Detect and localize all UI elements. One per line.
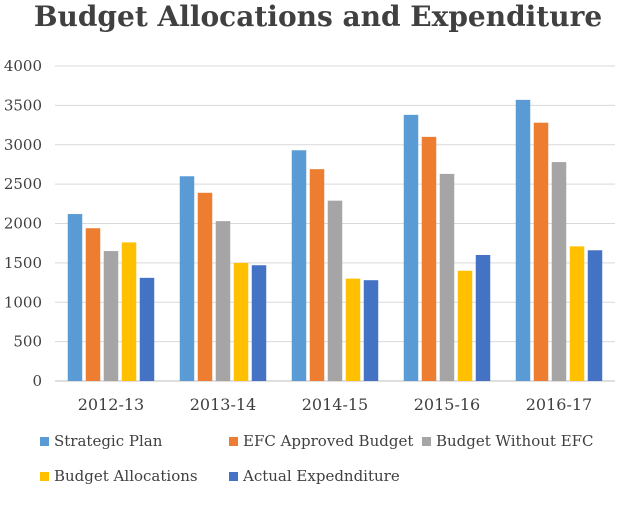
- bar: [439, 173, 455, 381]
- bar: [363, 280, 379, 381]
- bar: [215, 221, 231, 381]
- bar: [475, 255, 491, 381]
- bar: [457, 270, 473, 381]
- y-axis-ticks: 0 500 1000 1500 2000 2500 3000 3500 4000: [4, 57, 42, 390]
- legend-label: EFC Approved Budget: [243, 432, 413, 450]
- legend-swatch: [40, 472, 49, 481]
- bar: [327, 200, 343, 381]
- x-axis-ticks: 2012-13 2013-14 2014-15 2015-16 2016-17: [78, 395, 592, 414]
- y-tick-label: 3000: [4, 136, 42, 154]
- legend-swatch: [229, 472, 238, 481]
- legend-label: Budget Without EFC: [436, 432, 594, 450]
- bar: [533, 122, 549, 381]
- chart-title: Budget Allocations and Expenditure: [34, 0, 602, 33]
- bar: [309, 169, 325, 381]
- legend: Strategic Plan EFC Approved Budget Budget …: [40, 432, 594, 485]
- bar: [587, 250, 603, 381]
- y-tick-label: 1000: [4, 293, 42, 311]
- bar: [139, 277, 155, 381]
- y-tick-label: 2500: [4, 175, 42, 193]
- y-tick-label: 500: [13, 333, 42, 351]
- x-tick-label: 2012-13: [78, 395, 144, 414]
- bar: [421, 136, 437, 381]
- bar: [345, 278, 361, 381]
- bar: [403, 114, 419, 381]
- legend-label: Actual Expednditure: [242, 467, 400, 485]
- y-tick-label: 1500: [4, 254, 42, 272]
- bar: [121, 242, 137, 381]
- bar: [251, 265, 267, 381]
- bar: [85, 228, 101, 381]
- x-tick-label: 2014-15: [302, 395, 368, 414]
- y-tick-label: 4000: [4, 57, 42, 75]
- y-tick-label: 3500: [4, 96, 42, 114]
- x-tick-label: 2015-16: [414, 395, 480, 414]
- x-tick-label: 2013-14: [190, 395, 256, 414]
- bar: [103, 251, 119, 381]
- bars: [67, 99, 603, 382]
- legend-swatch: [40, 437, 49, 446]
- legend-swatch: [422, 437, 431, 446]
- bar: [291, 150, 307, 381]
- bar: [551, 162, 567, 381]
- x-tick-label: 2016-17: [526, 395, 592, 414]
- bar: [233, 262, 249, 381]
- bar: [569, 246, 585, 381]
- y-tick-label: 0: [32, 372, 42, 390]
- bar: [179, 176, 195, 381]
- legend-label: Budget Allocations: [54, 467, 198, 485]
- bar: [515, 99, 531, 382]
- bar: [67, 214, 83, 381]
- bar: [197, 192, 213, 381]
- y-tick-label: 2000: [4, 215, 42, 233]
- legend-label: Strategic Plan: [54, 432, 163, 450]
- legend-swatch: [229, 437, 238, 446]
